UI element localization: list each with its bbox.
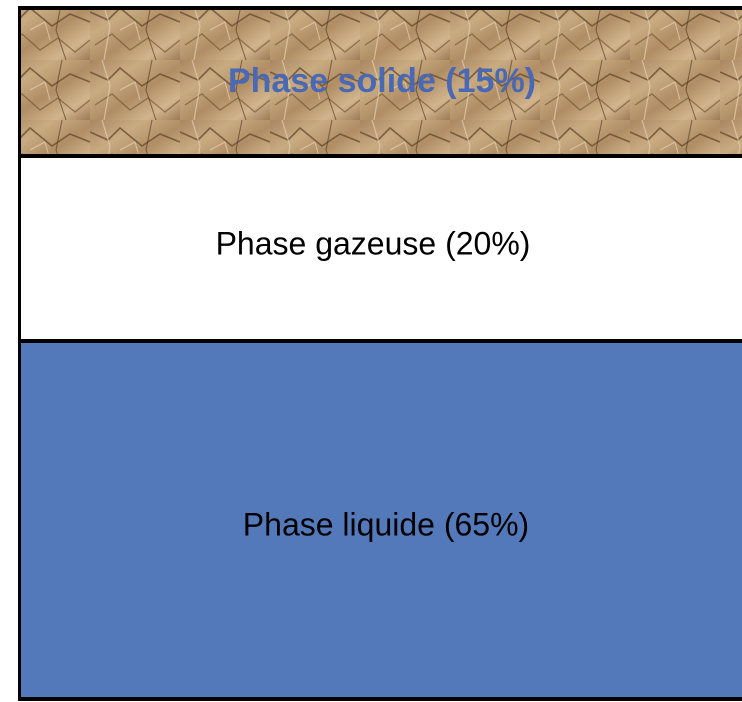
layer-label: Phase gazeuse (20%) bbox=[216, 225, 531, 261]
layer-label: Phase solide (15%) bbox=[228, 62, 536, 100]
diagram: Phase solide (15%) Phase gazeuse (20%) P… bbox=[0, 0, 742, 702]
layer-label: Phase liquide (65%) bbox=[243, 506, 529, 542]
